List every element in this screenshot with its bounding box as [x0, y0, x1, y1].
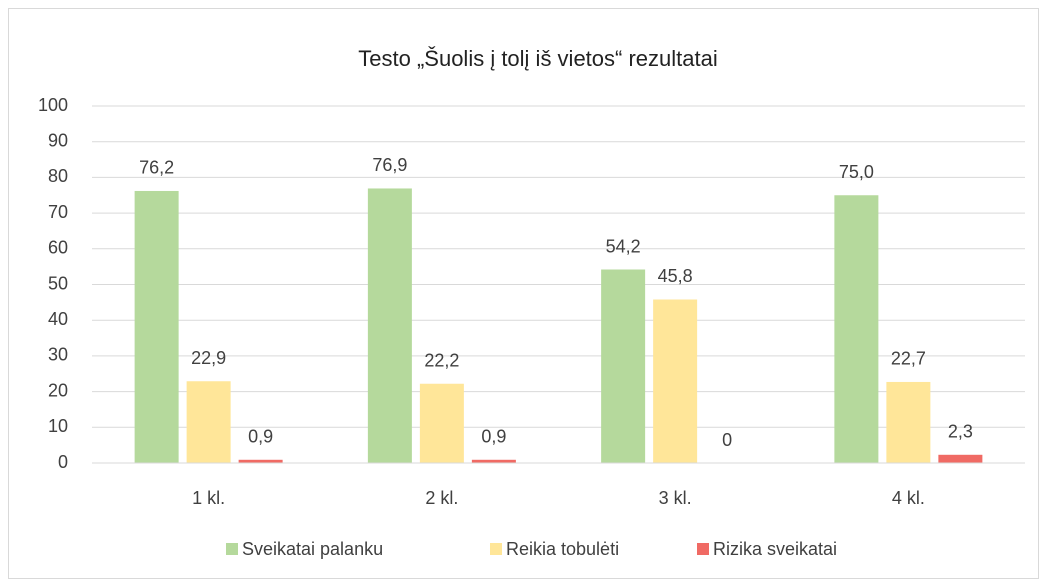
bar — [367, 188, 412, 464]
bar — [886, 381, 931, 463]
y-tick-label: 30 — [48, 345, 68, 365]
bar — [601, 269, 646, 463]
bar — [653, 299, 698, 463]
x-tick-label: 2 kl. — [425, 488, 458, 508]
data-label: 0,9 — [248, 427, 273, 447]
data-label: 0 — [722, 430, 732, 450]
y-tick-label: 0 — [58, 452, 68, 472]
bar — [419, 383, 464, 463]
data-label: 76,9 — [372, 155, 407, 175]
chart-title: Testo „Šuolis į tolį iš vietos“ rezultat… — [358, 46, 717, 71]
data-label: 54,2 — [606, 236, 641, 256]
legend-swatch — [697, 543, 709, 555]
y-tick-label: 20 — [48, 380, 68, 400]
data-label: 22,2 — [424, 350, 459, 370]
data-label: 45,8 — [658, 266, 693, 286]
y-tick-label: 80 — [48, 166, 68, 186]
data-label: 2,3 — [948, 422, 973, 442]
y-tick-label: 60 — [48, 238, 68, 258]
y-tick-label: 10 — [48, 416, 68, 436]
bar — [186, 381, 231, 463]
y-tick-label: 40 — [48, 309, 68, 329]
legend-swatch — [490, 543, 502, 555]
y-tick-label: 90 — [48, 130, 68, 150]
data-label: 22,7 — [891, 349, 926, 369]
x-tick-label: 1 kl. — [192, 488, 225, 508]
x-tick-label: 4 kl. — [892, 488, 925, 508]
bar — [134, 190, 179, 463]
bar — [471, 459, 516, 463]
data-label: 22,9 — [191, 348, 226, 368]
data-label: 76,2 — [139, 158, 174, 178]
legend-label: Sveikatai palanku — [242, 539, 383, 559]
legend-label: Reikia tobulėti — [506, 539, 619, 559]
y-tick-label: 70 — [48, 202, 68, 222]
legend-swatch — [226, 543, 238, 555]
x-tick-label: 3 kl. — [659, 488, 692, 508]
legend-label: Rizika sveikatai — [713, 539, 837, 559]
bar — [834, 195, 879, 463]
data-label: 0,9 — [481, 427, 506, 447]
y-tick-label: 100 — [38, 95, 68, 115]
data-label: 75,0 — [839, 162, 874, 182]
bar — [238, 459, 283, 463]
bar — [938, 454, 983, 463]
y-tick-label: 50 — [48, 273, 68, 293]
